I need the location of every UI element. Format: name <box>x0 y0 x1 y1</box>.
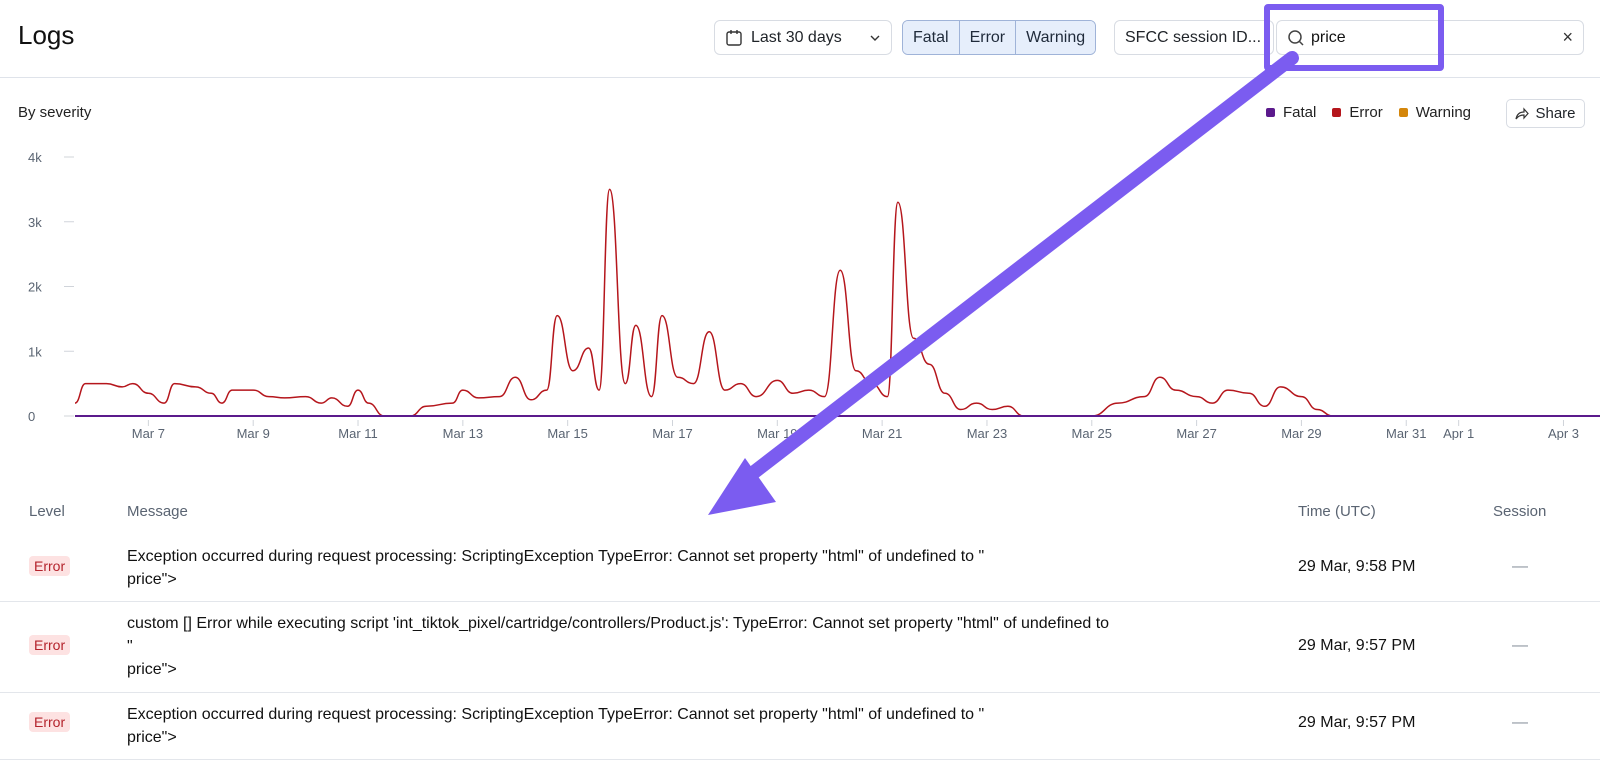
clear-search-icon[interactable]: × <box>1562 27 1573 47</box>
level-badge: Error <box>29 556 71 576</box>
table-row[interactable]: Error Exception occurred during request … <box>0 535 1600 602</box>
x-tick-label: Apr 3 <box>1548 426 1579 440</box>
y-tick-label: 1k <box>28 344 42 359</box>
severity-chart: 0 1k 2k 3k 4k Mar 7 Mar 9 Mar 11 Mar 13 Mar 15 Mar… <box>28 150 1600 440</box>
message-line: " <box>127 638 133 655</box>
search-icon <box>1288 29 1304 46</box>
message-line: Exception occurred during request proces… <box>127 706 985 723</box>
column-time[interactable]: Time (UTC) <box>1298 503 1376 520</box>
chart-heading: By severity <box>18 104 92 121</box>
message-line: price"> <box>127 661 177 678</box>
message-line: price"> <box>127 571 177 588</box>
share-label: Share <box>1535 105 1576 122</box>
column-level[interactable]: Level <box>29 503 65 520</box>
log-session: — <box>1512 558 1528 575</box>
severity-filter-group: Fatal Error Warning <box>902 20 1097 55</box>
legend-item-fatal[interactable]: Fatal <box>1266 104 1316 121</box>
message-line: custom [] Error while executing script '… <box>127 615 1110 632</box>
y-tick-label: 3k <box>28 215 42 230</box>
legend-label-warning: Warning <box>1415 104 1472 121</box>
search-field[interactable]: × <box>1276 20 1584 55</box>
error-filter-button[interactable]: Error <box>958 21 1016 54</box>
legend-item-warning[interactable]: Warning <box>1398 104 1472 121</box>
table-row[interactable]: Error custom [] Error while executing sc… <box>0 602 1600 693</box>
search-input[interactable] <box>1311 28 1551 47</box>
log-message: custom [] Error while executing script '… <box>127 612 1167 681</box>
log-time: 29 Mar, 9:57 PM <box>1298 637 1416 654</box>
x-tick-label: Mar 31 <box>1386 426 1426 440</box>
session-id-label: SFCC session ID... <box>1125 28 1262 46</box>
share-button[interactable]: Share <box>1506 99 1585 128</box>
table-row[interactable]: Error Exception occurred during request … <box>0 693 1600 760</box>
x-tick-label: Mar 23 <box>967 426 1007 440</box>
x-tick-label: Mar 27 <box>1176 426 1216 440</box>
log-session: — <box>1512 714 1528 731</box>
session-id-field[interactable]: SFCC session ID... <box>1114 20 1274 55</box>
log-time: 29 Mar, 9:58 PM <box>1298 558 1416 575</box>
chevron-down-icon <box>870 35 880 41</box>
x-tick-label: Mar 13 <box>443 426 483 440</box>
x-tick-label: Mar 15 <box>547 426 587 440</box>
message-line: Exception occurred during request proces… <box>127 548 985 565</box>
series-line-error <box>74 188 1600 417</box>
x-tick-label: Mar 19 <box>757 426 797 440</box>
legend-dot-warning <box>1398 108 1408 117</box>
calendar-icon <box>726 29 742 46</box>
message-line: price"> <box>127 729 177 746</box>
x-tick-label: Mar 17 <box>652 426 692 440</box>
chart-legend: Fatal Error Warning <box>1266 104 1487 121</box>
warning-filter-button[interactable]: Warning <box>1015 21 1096 54</box>
x-tick-label: Mar 29 <box>1281 426 1321 440</box>
legend-label-error: Error <box>1349 104 1383 121</box>
date-range-select[interactable]: Last 30 days <box>714 20 892 55</box>
level-badge: Error <box>29 712 71 732</box>
page-title: Logs <box>18 20 75 50</box>
legend-dot-error <box>1332 108 1342 117</box>
x-tick-label: Mar 25 <box>1072 426 1112 440</box>
column-session[interactable]: Session <box>1493 503 1547 520</box>
x-tick-label: Mar 21 <box>862 426 902 440</box>
x-tick-label: Apr 1 <box>1443 426 1474 440</box>
level-badge: Error <box>29 635 71 655</box>
legend-dot-fatal <box>1266 108 1275 117</box>
date-range-label: Last 30 days <box>751 28 842 46</box>
top-bar: Logs Last 30 days Fatal Error Warning SF… <box>0 0 1600 78</box>
log-message: Exception occurred during request proces… <box>127 703 1167 749</box>
y-tick-label: 2k <box>28 280 42 295</box>
x-tick-label: Mar 7 <box>132 426 165 440</box>
y-tick-label: 4k <box>28 150 42 165</box>
legend-item-error[interactable]: Error <box>1332 104 1383 121</box>
log-message: Exception occurred during request proces… <box>127 545 1167 591</box>
fatal-filter-button[interactable]: Fatal <box>903 21 959 54</box>
share-icon <box>1515 106 1530 120</box>
x-tick-label: Mar 11 <box>338 426 378 440</box>
log-time: 29 Mar, 9:57 PM <box>1298 714 1416 731</box>
legend-label-fatal: Fatal <box>1283 104 1317 121</box>
column-message[interactable]: Message <box>127 503 188 520</box>
y-tick-label: 0 <box>28 409 35 424</box>
log-session: — <box>1512 637 1528 654</box>
x-tick-label: Mar 9 <box>237 426 270 440</box>
